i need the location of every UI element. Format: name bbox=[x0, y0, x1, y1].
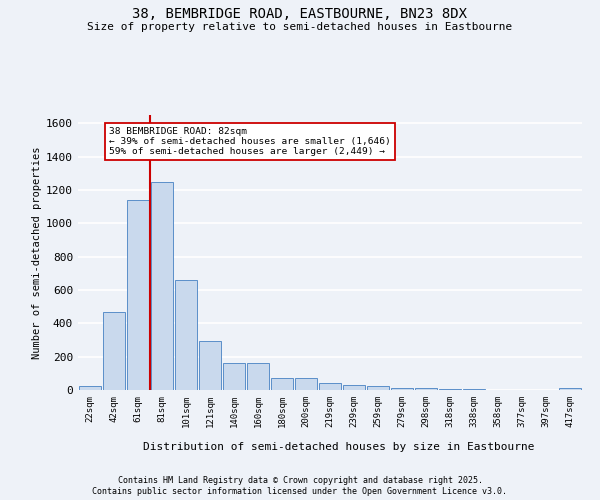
Bar bbox=[415, 388, 437, 390]
Bar bbox=[319, 384, 341, 390]
Bar bbox=[247, 364, 269, 390]
Y-axis label: Number of semi-detached properties: Number of semi-detached properties bbox=[32, 146, 42, 359]
Bar bbox=[463, 389, 485, 390]
Bar bbox=[295, 378, 317, 390]
Text: 38 BEMBRIDGE ROAD: 82sqm
← 39% of semi-detached houses are smaller (1,646)
59% o: 38 BEMBRIDGE ROAD: 82sqm ← 39% of semi-d… bbox=[109, 126, 391, 156]
Bar bbox=[439, 388, 461, 390]
Text: Contains public sector information licensed under the Open Government Licence v3: Contains public sector information licen… bbox=[92, 488, 508, 496]
Bar bbox=[367, 386, 389, 390]
Text: Size of property relative to semi-detached houses in Eastbourne: Size of property relative to semi-detach… bbox=[88, 22, 512, 32]
Bar bbox=[175, 280, 197, 390]
Text: Contains HM Land Registry data © Crown copyright and database right 2025.: Contains HM Land Registry data © Crown c… bbox=[118, 476, 482, 485]
Text: 38, BEMBRIDGE ROAD, EASTBOURNE, BN23 8DX: 38, BEMBRIDGE ROAD, EASTBOURNE, BN23 8DX bbox=[133, 8, 467, 22]
Bar bbox=[271, 378, 293, 390]
Bar bbox=[127, 200, 149, 390]
Bar bbox=[559, 388, 581, 390]
Bar bbox=[103, 312, 125, 390]
Bar bbox=[343, 385, 365, 390]
Bar bbox=[79, 386, 101, 390]
Bar bbox=[151, 182, 173, 390]
Bar bbox=[223, 364, 245, 390]
Text: Distribution of semi-detached houses by size in Eastbourne: Distribution of semi-detached houses by … bbox=[143, 442, 535, 452]
Bar bbox=[391, 388, 413, 390]
Bar bbox=[199, 341, 221, 390]
